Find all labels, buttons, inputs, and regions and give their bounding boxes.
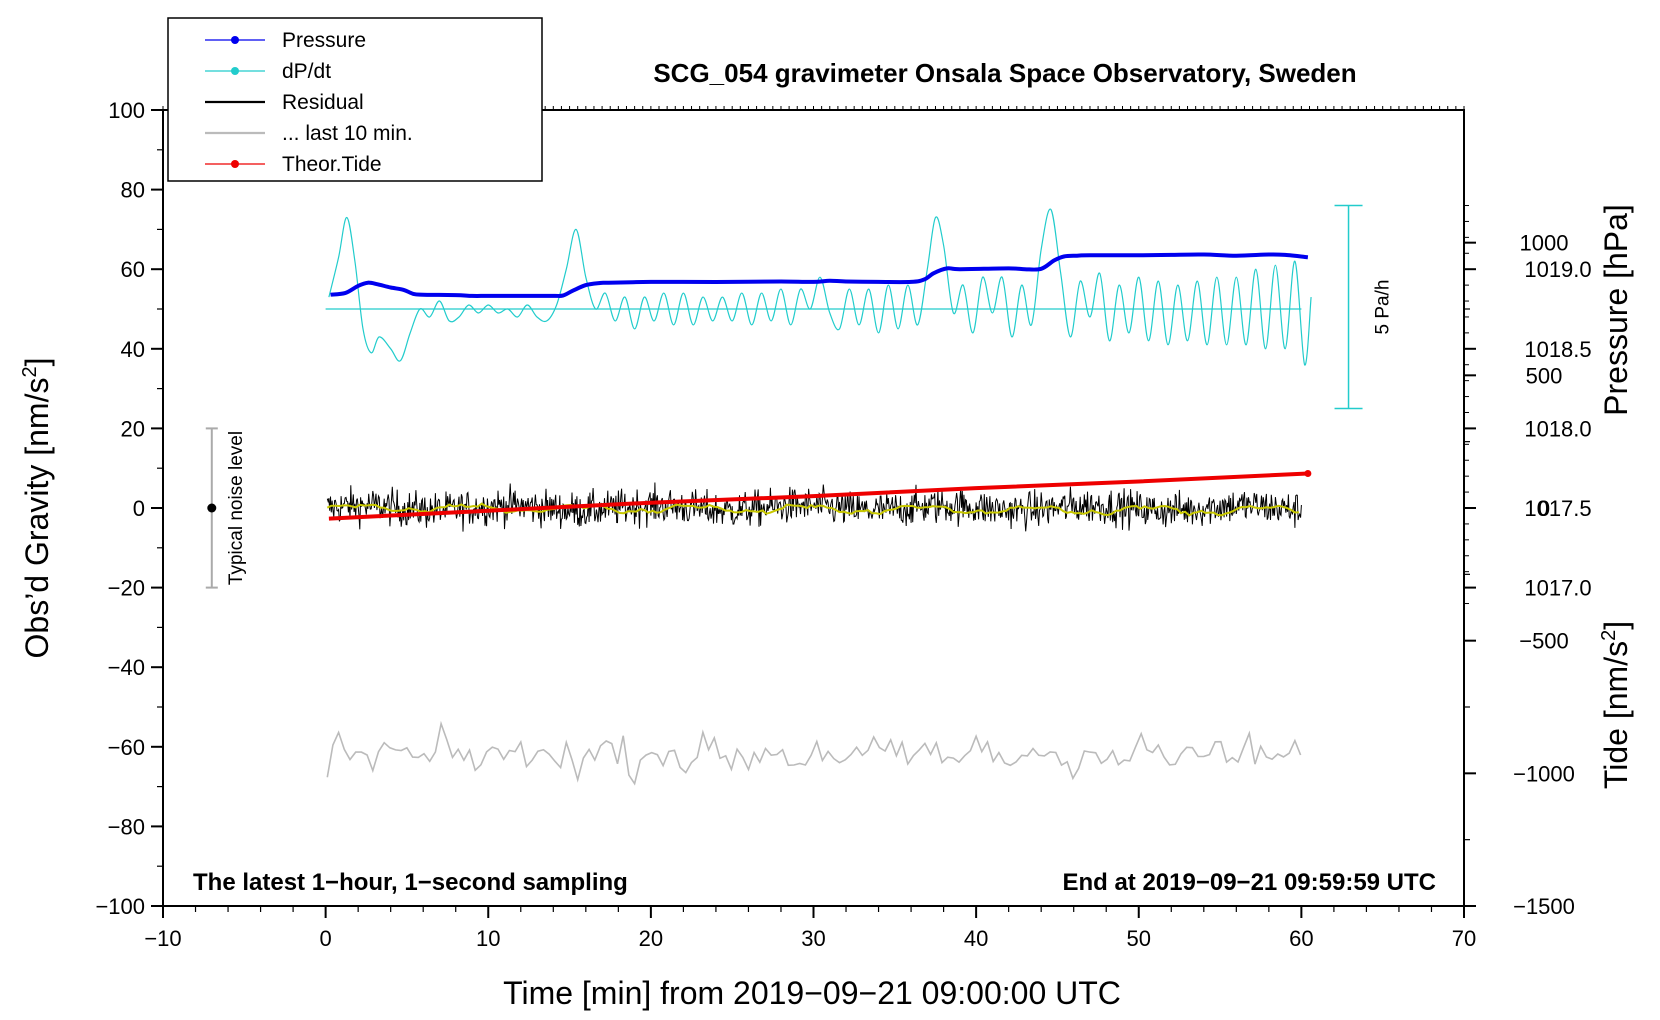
end-time-note: End at 2019−09−21 09:59:59 UTC [1062,869,1436,896]
legend-label: dP/dt [282,60,331,83]
y-tick-label: −20 [108,576,145,601]
tide-tick-label: −500 [1519,629,1569,654]
y-axis-ticks: −100 −80 −60 −40 −20 0 20 40 60 80 100 [95,98,163,919]
x-axis-ticks: −10 0 10 20 30 40 50 60 70 [144,106,1476,951]
x-tick-label: 10 [476,926,500,951]
legend-label: Pressure [282,29,366,52]
x-tick-label: 50 [1127,926,1151,951]
legend-swatch-marker [231,36,239,44]
y-tick-label: 40 [121,337,145,362]
y-tick-label: 0 [133,496,145,521]
legend: Pressure dP/dt Residual ... last 10 min. The… [167,17,543,182]
rate-scale-bar: 5 Pa/h [1334,204,1394,410]
y-tick-label: −80 [108,814,145,839]
sampling-note: The latest 1−hour, 1−second sampling [193,869,628,896]
y-tick-label: 100 [108,98,145,123]
tide-tick-label: 1000 [1520,231,1569,256]
pressure-tick-label: 1018.5 [1524,337,1591,362]
y-tick-label: 80 [121,178,145,203]
tide-tick-label: 500 [1526,363,1563,388]
last-10-min-line [326,720,1302,786]
rate-bar-label: 5 Pa/h [1373,280,1394,335]
residual-line [326,482,1302,532]
legend-label: Residual [282,91,364,114]
y-tick-label: −100 [95,894,145,919]
legend-swatch-marker [231,67,239,75]
tide-tick-label: −1500 [1513,894,1575,919]
dpdt-line [328,208,1312,366]
series-layer [325,208,1312,786]
legend-box [167,17,543,182]
pressure-axis-ticks: 1017.0 1017.5 1018.0 1018.5 1019.0 [1464,205,1592,605]
tide-tick-label: −1000 [1513,761,1575,786]
y-tick-label: 60 [121,257,145,282]
noise-level-label: Typical noise level [226,431,247,585]
chart-title: SCG_054 gravimeter Onsala Space Observat… [653,58,1356,88]
residual-mean-line [326,502,1299,517]
legend-swatch-marker [231,160,239,168]
x-tick-label: 0 [320,926,332,951]
x-tick-label: 30 [801,926,825,951]
y-tick-label: 20 [121,416,145,441]
y-axis-label-exponent: 2 [19,366,41,377]
x-tick-label: 60 [1289,926,1313,951]
y-tick-label: −40 [108,655,145,680]
y-axis-label: Obs’d Gravity [nm/s2] [19,358,55,659]
legend-label: Theor.Tide [282,153,382,176]
x-tick-label: 40 [964,926,988,951]
x-tick-label: 70 [1452,926,1476,951]
noise-level-indicator: Typical noise level [205,427,247,589]
pressure-axis-label: Pressure [hPa] [1598,204,1634,416]
tide-end-marker [1304,470,1312,478]
tide-tick-label: 0 [1538,496,1550,521]
tide-axis-ticks: −1500 −1000 −500 0 500 1000 [1464,231,1575,919]
x-axis-label: Time [min] from 2019−09−21 09:00:00 UTC [503,975,1121,1011]
pressure-tick-label: 1017.0 [1524,576,1591,601]
noise-center-dot [207,503,217,513]
legend-label: ... last 10 min. [282,122,413,145]
y-tick-label: −60 [108,735,145,760]
tide-axis-label-exponent: 2 [1598,630,1620,641]
pressure-tick-label: 1018.0 [1524,416,1591,441]
tide-line [328,471,1308,521]
pressure-tick-label: 1019.0 [1524,257,1591,282]
x-tick-label: −10 [144,926,181,951]
pressure-line [330,252,1309,298]
tide-axis-label: Tide [nm/s2] [1598,621,1634,789]
pressure-tick-label: 1017.5 [1524,496,1591,521]
x-tick-label: 20 [639,926,663,951]
